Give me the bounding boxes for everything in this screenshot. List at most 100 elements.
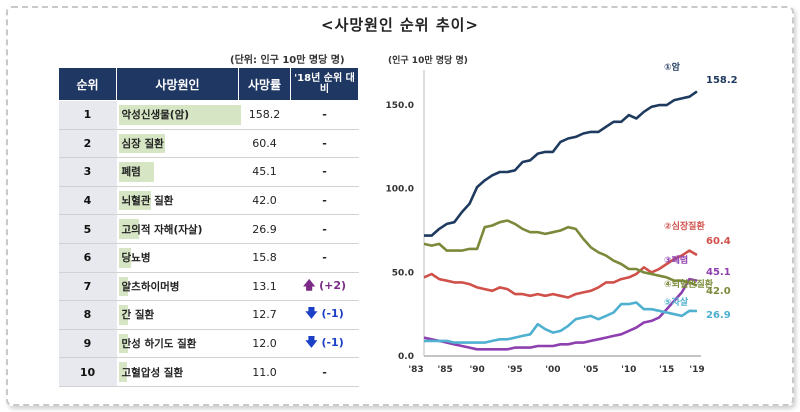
rate-bar — [118, 219, 140, 239]
cause-name: 알츠하이머병 — [121, 280, 180, 293]
y-tick-label: 100.0 — [386, 185, 414, 195]
table-row: 6 당뇨병 15.8 - — [58, 243, 359, 273]
rank-change: 🡇 (-1) — [290, 300, 359, 330]
cause-cell: 심장 질환 — [116, 128, 239, 159]
cause-cell: 고혈압성 질환 — [116, 357, 239, 387]
page-title: <사망원인 순위 추이> — [321, 16, 479, 34]
death-rate: 158.2 — [238, 100, 291, 130]
rank-number: 9 — [58, 329, 117, 359]
unit-note: (단위: 인구 10만 명당 명) — [230, 55, 345, 66]
cause-name: 폐렴 — [121, 166, 141, 179]
y-tick-label: 0.0 — [398, 352, 414, 362]
series-label: ⑤자살 — [664, 296, 689, 308]
rank-change-value: - — [322, 365, 327, 379]
series-line — [424, 301, 698, 344]
series-line — [423, 219, 698, 287]
series-value-label: 45.1 — [706, 267, 731, 278]
rank-number: 2 — [58, 128, 117, 159]
rank-number: 3 — [58, 157, 117, 187]
rank-number: 8 — [58, 300, 117, 330]
rank-change: - — [290, 157, 359, 187]
table-row: 2 심장 질환 60.4 - — [58, 128, 359, 159]
cause-name: 고혈압성 질환 — [121, 366, 184, 379]
x-tick-label: '95 — [507, 365, 522, 375]
outer-frame — [6, 6, 794, 406]
cause-name: 만성 하기도 질환 — [121, 338, 197, 351]
x-tick-label: '15 — [659, 365, 674, 375]
rate-bar — [118, 105, 241, 125]
header-cause: 사망원인 — [116, 67, 239, 101]
rate-bar — [118, 133, 165, 154]
cause-cell: 악성신생물(암) — [116, 100, 241, 130]
rank-number: 4 — [58, 186, 117, 216]
series-value-label: 26.9 — [706, 310, 731, 321]
table-row: 9 만성 하기도 질환 12.0 🡇 (-1) — [58, 329, 359, 359]
death-rate: 12.0 — [238, 329, 291, 359]
table-row: 4 뇌혈관 질환 42.0 - — [58, 186, 359, 216]
rate-bar — [118, 333, 129, 354]
y-tick-label: 150.0 — [386, 101, 414, 111]
series-label: ③폐렴 — [664, 254, 688, 266]
death-rate: 26.9 — [238, 214, 291, 244]
x-tick-label: '10 — [621, 365, 636, 375]
death-rate: 15.8 — [238, 243, 291, 273]
table-row: 1 악성신생물(암) 158.2 - — [58, 100, 359, 130]
x-tick-label: '05 — [583, 365, 598, 375]
header-rank: 순위 — [58, 67, 117, 101]
series-label: ②심장질환 — [664, 220, 705, 232]
rank-change: - — [290, 100, 359, 130]
rank-number: 6 — [58, 243, 117, 273]
rank-change-value: - — [322, 222, 327, 236]
death-rate: 11.0 — [238, 357, 291, 387]
rank-number: 10 — [58, 357, 117, 387]
death-rate: 13.1 — [238, 272, 291, 302]
rank-number: 5 — [58, 214, 117, 244]
table-row: 3 폐렴 45.1 - — [58, 157, 359, 187]
cause-cell: 간 질환 — [116, 300, 239, 330]
rate-bar — [118, 190, 152, 211]
down-arrow-icon: 🡇 — [305, 306, 318, 321]
y-tick-label: 50.0 — [392, 268, 414, 278]
rank-number: 1 — [58, 100, 117, 130]
rank-change: - — [290, 243, 359, 273]
table-row: 5 고의적 자해(자살) 26.9 - — [58, 214, 359, 244]
x-tick-label: '90 — [469, 365, 484, 375]
rank-change-value: (+2) — [319, 278, 347, 292]
series-line — [423, 249, 698, 299]
rank-change-value: (-1) — [321, 336, 344, 350]
cause-cell: 당뇨병 — [116, 243, 239, 273]
cause-cell: 알츠하이머병 — [116, 272, 239, 302]
series-label: ④뇌혈관질환 — [664, 278, 714, 290]
rank-change-value: - — [322, 136, 327, 150]
series-value-label: 42.0 — [706, 286, 731, 297]
table-row: 7 알츠하이머병 13.1 🡅 (+2) — [58, 272, 359, 302]
cause-name: 고의적 자해(자살) — [121, 223, 203, 236]
header-rank-change: '18년 순위 대비 — [290, 67, 359, 101]
x-tick-label: '00 — [545, 365, 560, 375]
rate-bar — [118, 276, 129, 297]
rank-change-value: - — [322, 251, 327, 265]
rate-bar — [118, 362, 128, 382]
series-value-label: 60.4 — [706, 236, 731, 247]
series-line — [424, 90, 698, 237]
cause-name: 심장 질환 — [121, 137, 164, 150]
rank-change-value: - — [322, 108, 327, 122]
series-line — [423, 277, 698, 351]
rank-change: - — [290, 186, 359, 216]
rank-change: - — [290, 357, 359, 387]
series-value-label: 158.2 — [706, 75, 738, 86]
cause-cell: 폐렴 — [116, 157, 239, 187]
x-tick-label: '83 — [408, 365, 423, 375]
cause-cell: 뇌혈관 질환 — [116, 186, 239, 216]
up-arrow-icon: 🡅 — [302, 277, 316, 292]
down-arrow-icon: 🡇 — [305, 335, 318, 350]
cause-name: 악성신생물(암) — [121, 109, 190, 122]
rate-bar — [118, 162, 154, 182]
cause-cell: 고의적 자해(자살) — [116, 214, 239, 244]
rank-change: - — [290, 128, 359, 159]
death-rate: 45.1 — [238, 157, 291, 187]
rank-number: 7 — [58, 272, 117, 302]
rank-change-value: - — [322, 165, 327, 179]
cause-name: 당뇨병 — [121, 252, 151, 265]
